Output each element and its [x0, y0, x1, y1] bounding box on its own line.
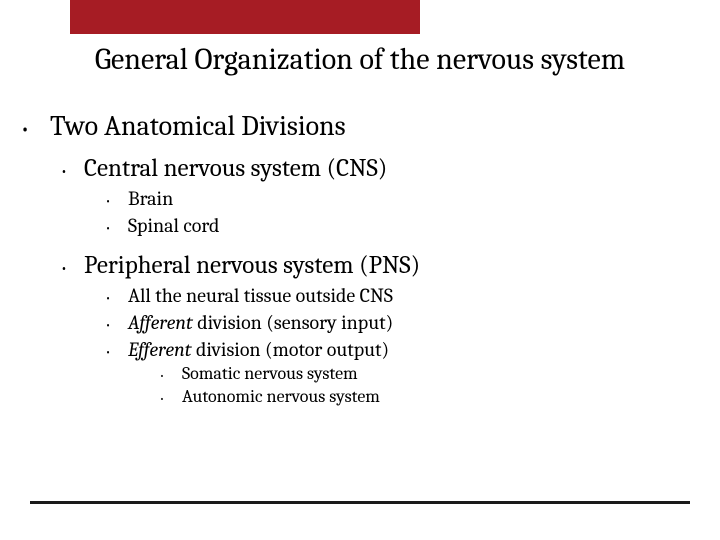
bullet-icon: •: [88, 291, 128, 305]
bullet-text: Somatic nervous system: [182, 363, 358, 384]
italic-term: Afferent: [128, 311, 193, 334]
bullet-lvl2-pns: • Peripheral nervous system (PNS): [0, 251, 720, 280]
bullet-text: Spinal cord: [128, 214, 219, 237]
bullet-icon: •: [44, 259, 84, 277]
bullet-icon: •: [88, 194, 128, 208]
bullet-text: Brain: [128, 187, 173, 210]
bullet-icon: •: [88, 221, 128, 235]
slide-title: General Organization of the nervous syst…: [0, 42, 720, 77]
bullet-text: Autonomic nervous system: [182, 386, 380, 407]
bullet-lvl1: • Two Anatomical Divisions: [0, 110, 720, 142]
bullet-lvl3: • Brain: [0, 187, 720, 210]
bullet-lvl4: • Autonomic nervous system: [0, 386, 720, 407]
bullet-text: Two Anatomical Divisions: [50, 110, 346, 142]
bullet-icon: •: [0, 117, 50, 140]
bullet-icon: •: [88, 345, 128, 359]
bullet-lvl3: • Afferent division (sensory input): [0, 311, 720, 334]
bullet-text: Afferent division (sensory input): [128, 311, 393, 334]
bullet-icon: •: [88, 318, 128, 332]
text-rest: division (sensory input): [193, 311, 393, 334]
slide-body: • Two Anatomical Divisions • Central ner…: [0, 110, 720, 407]
bullet-text: Central nervous system (CNS): [84, 154, 387, 183]
bottom-rule: [30, 501, 690, 504]
bullet-text: All the neural tissue outside CNS: [128, 284, 393, 307]
italic-term: Efferent: [128, 338, 192, 361]
bullet-text: Efferent division (motor output): [128, 338, 389, 361]
bullet-lvl3: • All the neural tissue outside CNS: [0, 284, 720, 307]
bullet-lvl4: • Somatic nervous system: [0, 363, 720, 384]
bullet-lvl2-cns: • Central nervous system (CNS): [0, 154, 720, 183]
bullet-lvl3: • Efferent division (motor output): [0, 338, 720, 361]
bullet-lvl3: • Spinal cord: [0, 214, 720, 237]
accent-banner: [70, 0, 420, 34]
bullet-text: Peripheral nervous system (PNS): [84, 251, 420, 280]
bullet-icon: •: [44, 162, 84, 180]
bullet-icon: •: [142, 370, 182, 382]
bullet-icon: •: [142, 393, 182, 405]
text-rest: division (motor output): [192, 338, 390, 361]
